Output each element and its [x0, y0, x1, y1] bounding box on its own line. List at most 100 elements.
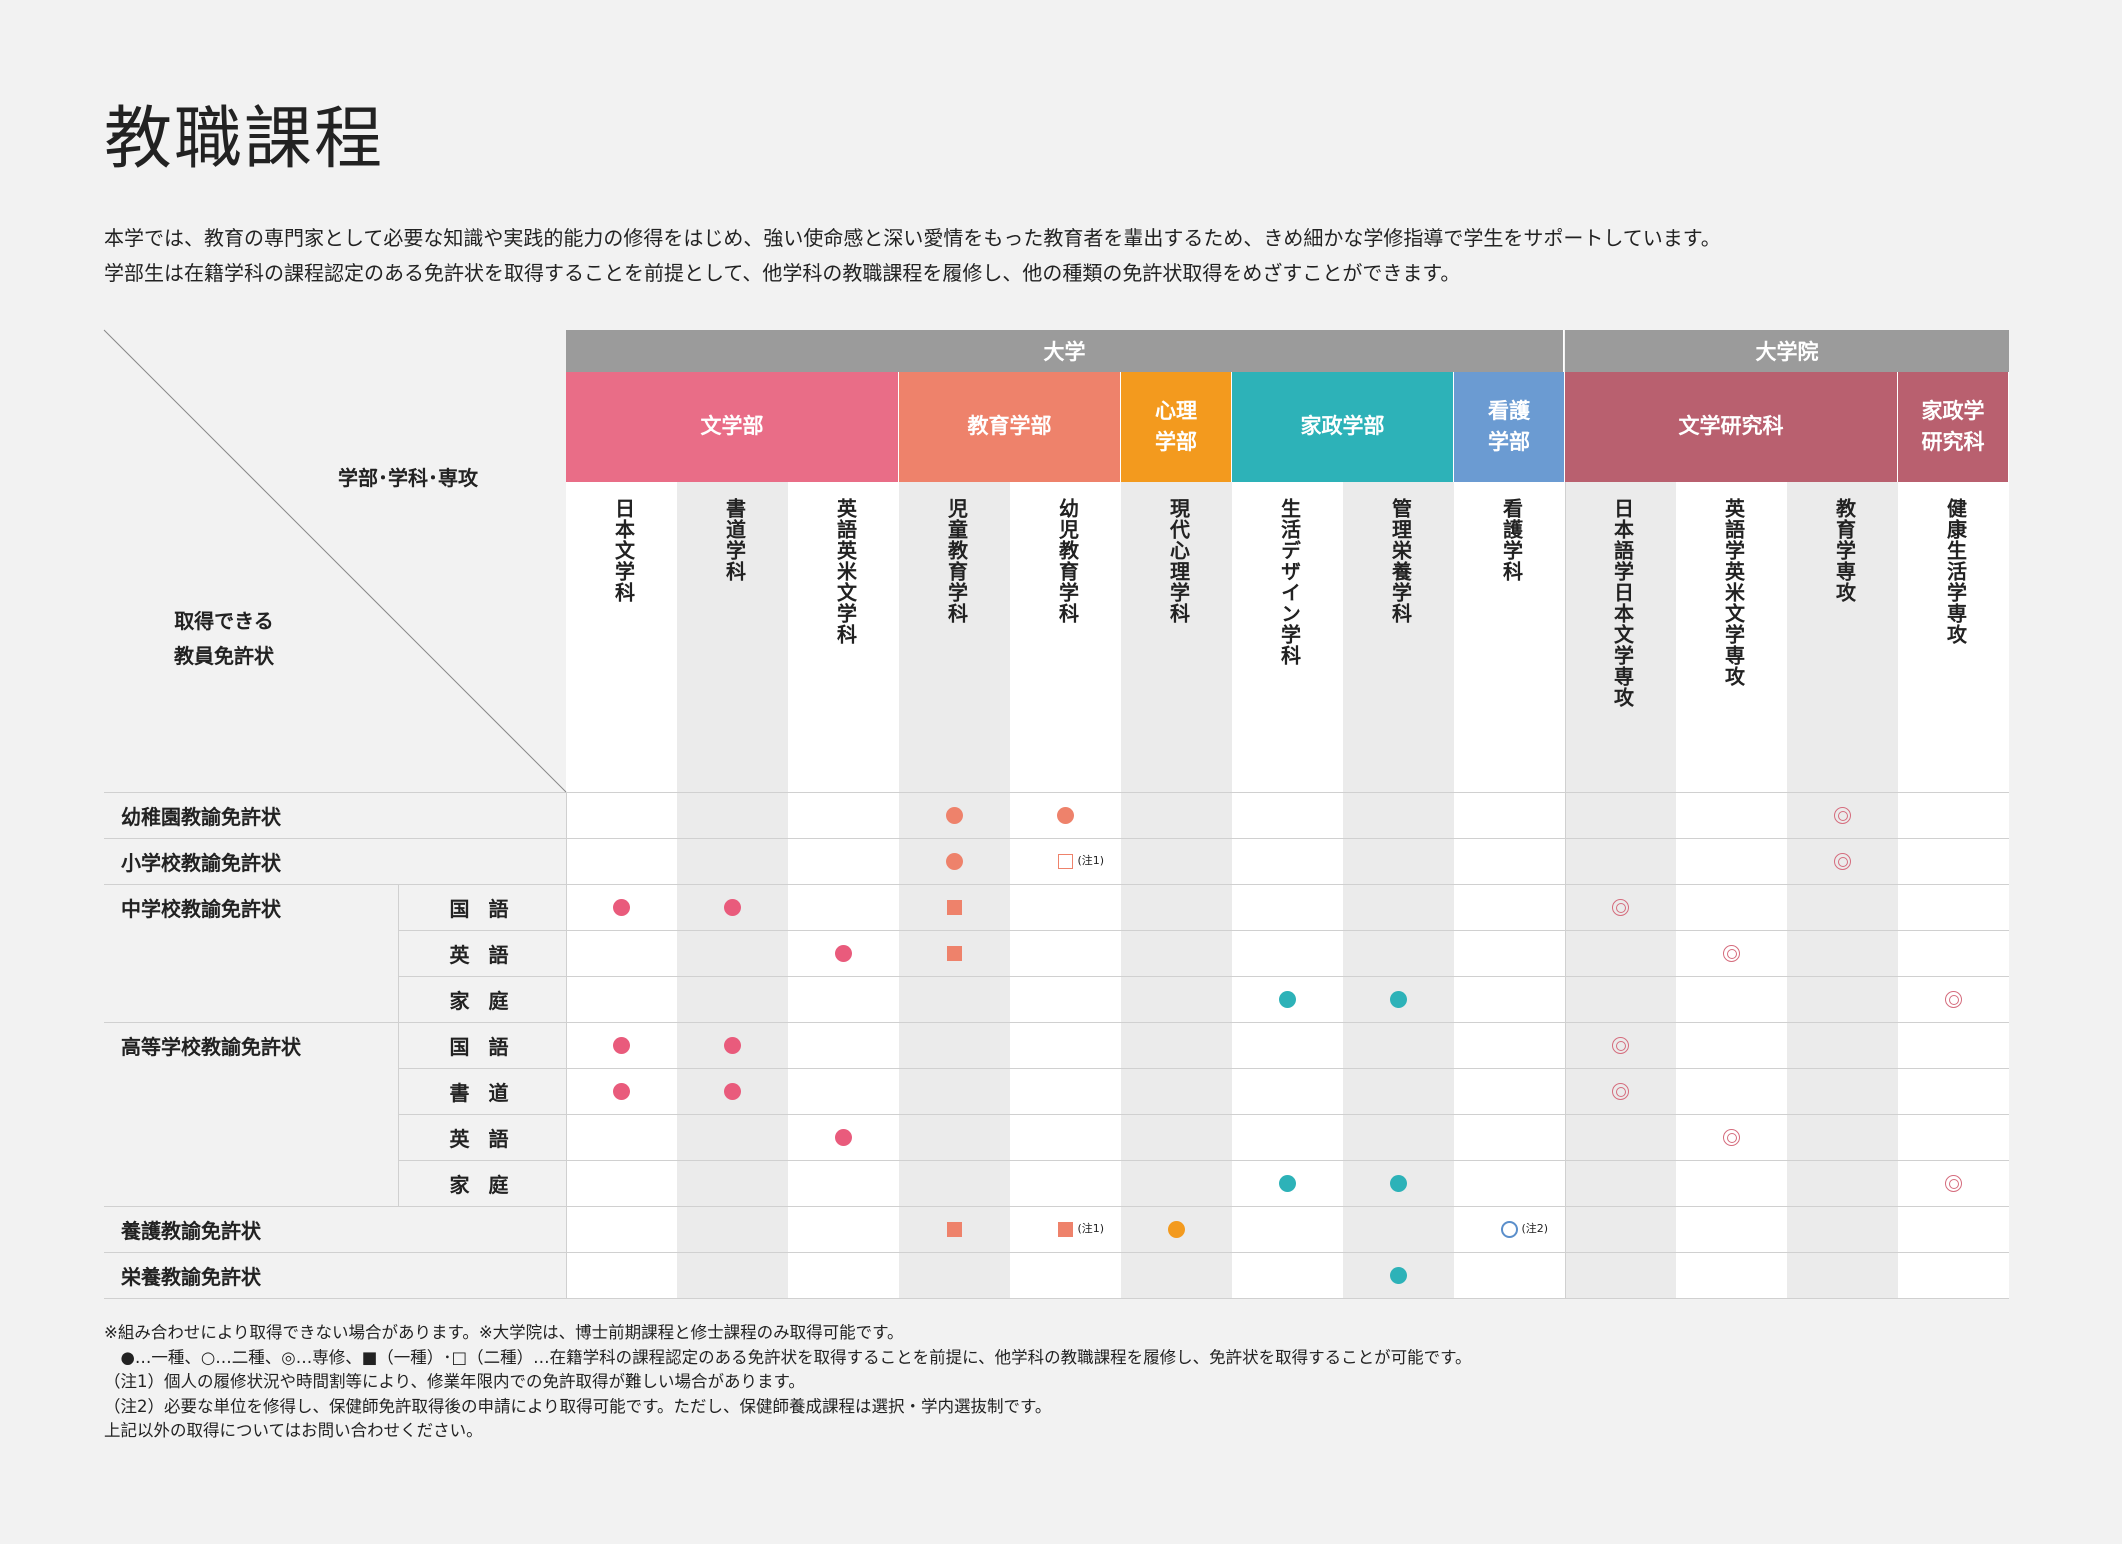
mark-type1-square — [947, 1221, 962, 1237]
license-label: 養護教諭免許状 — [121, 1218, 261, 1243]
subject-column-divider — [398, 1022, 399, 1206]
mark-type1-dot — [1279, 990, 1296, 1008]
column-bg — [1565, 482, 1676, 1298]
mark-specialist-double-circle — [1723, 944, 1740, 962]
department-label: 現代心理学科 — [1166, 498, 1191, 624]
mark-type1-dot — [724, 898, 741, 916]
column-bg — [566, 482, 677, 1298]
mark-type1-dot — [1168, 1220, 1185, 1238]
row-divider — [104, 838, 2009, 839]
corner-label-licenses: 取得できる 教員免許状 — [174, 604, 274, 674]
row-divider — [398, 1068, 2009, 1069]
double-circle-inner — [1727, 1132, 1737, 1143]
label-column-divider — [566, 792, 567, 1298]
faculty-header: 文学研究科 — [1565, 372, 1898, 482]
group-header: 大学院 — [1565, 330, 2009, 372]
column-bg — [1787, 482, 1898, 1298]
footnote-line: ●…一種、○…二種、◎…専修、■（一種）･□（二種）…在籍学科の課程認定のある免… — [104, 1347, 1472, 1367]
department-label: 幼児教育学科 — [1055, 498, 1080, 624]
mark-note: (注1) — [1077, 854, 1105, 867]
column-bg — [899, 482, 1010, 1298]
department-label: 英語学英米文学専攻 — [1721, 498, 1746, 687]
column-bg — [1676, 482, 1787, 1298]
corner-label-departments: 学部･学科･専攻 — [338, 466, 478, 490]
row-divider — [398, 976, 2009, 977]
faculty-header: 家政学部 — [1232, 372, 1454, 482]
row-divider — [398, 1160, 2009, 1161]
double-circle-inner — [1949, 994, 1959, 1005]
mark-type1-dot — [613, 1036, 630, 1054]
column-bg — [1010, 482, 1121, 1298]
subject-label: 国 語 — [449, 896, 515, 921]
mark-specialist-double-circle — [1723, 1128, 1740, 1146]
corner-label-line-2: 教員免許状 — [174, 644, 274, 668]
mark-note: (注1) — [1077, 1222, 1105, 1235]
department-label: 生活デザイン学科 — [1277, 498, 1302, 666]
faculty-header: 家政学 研究科 — [1898, 372, 2009, 482]
mark-type1-dot — [1279, 1174, 1296, 1192]
double-circle-inner — [1616, 1086, 1626, 1097]
mark-specialist-double-circle — [1612, 1082, 1629, 1100]
mark-type1-dot — [835, 944, 852, 962]
subject-column-divider — [398, 884, 399, 1022]
row-divider — [104, 884, 2009, 885]
row-divider — [104, 792, 2009, 793]
column-bg — [788, 482, 899, 1298]
footnote-line: ※組み合わせにより取得できない場合があります。※大学院は、博士前期課程と修士課程… — [104, 1323, 904, 1342]
row-divider — [398, 1114, 2009, 1115]
intro-text-2: 学部生は在籍学科の課程認定のある免許状を取得することを前提として、他学科の教職課… — [104, 261, 1461, 285]
double-circle-inner — [1838, 856, 1848, 867]
faculty-header: 心理 学部 — [1121, 372, 1232, 482]
mark-type1-square — [947, 899, 962, 915]
license-label: 高等学校教諭免許状 — [121, 1034, 301, 1059]
department-label: 書道学科 — [722, 498, 747, 582]
license-label: 小学校教諭免許状 — [121, 850, 281, 875]
mark-type1-dot — [946, 806, 963, 824]
department-label: 日本文学科 — [611, 498, 636, 603]
department-label: 看護学科 — [1499, 498, 1524, 582]
faculty-header: 教育学部 — [899, 372, 1121, 482]
mark-type1-dot — [1390, 1174, 1407, 1192]
department-label: 児童教育学科 — [944, 498, 969, 624]
column-bg — [1454, 482, 1565, 1298]
faculty-header: 看護 学部 — [1454, 372, 1565, 482]
double-circle-inner — [1838, 810, 1848, 821]
row-divider — [104, 1298, 2009, 1299]
mark-type1-dot — [835, 1128, 852, 1146]
corner-label-line-1: 取得できる — [174, 609, 274, 633]
subject-label: 書 道 — [449, 1080, 515, 1105]
mark-specialist-double-circle — [1945, 990, 1962, 1008]
mark-specialist-double-circle — [1834, 806, 1851, 824]
license-label: 中学校教諭免許状 — [121, 896, 281, 921]
column-bg — [1898, 482, 2009, 1298]
mark-type1-dot — [1390, 990, 1407, 1008]
footnote-line: （注1）個人の履修状況や時間割等により、修業年限内での免許取得が難しい場合があり… — [104, 1372, 805, 1391]
mark-specialist-double-circle — [1945, 1174, 1962, 1192]
mark-type1-dot — [613, 898, 630, 916]
double-circle-inner — [1949, 1178, 1959, 1189]
license-label: 栄養教諭免許状 — [121, 1264, 261, 1289]
subject-label: 家 庭 — [449, 1172, 515, 1197]
mark-type2-square — [1058, 853, 1073, 869]
row-divider — [104, 1252, 2009, 1253]
department-label: 日本語学日本文学専攻 — [1610, 498, 1635, 708]
department-label: 英語英米文学科 — [833, 498, 858, 645]
department-label: 教育学専攻 — [1832, 498, 1857, 603]
row-divider — [104, 1022, 2009, 1023]
column-bg — [1343, 482, 1454, 1298]
mark-specialist-double-circle — [1612, 898, 1629, 916]
row-divider — [104, 1206, 2009, 1207]
mark-note: (注2) — [1521, 1222, 1549, 1235]
row-divider — [398, 930, 2009, 931]
mark-type2-circle — [1501, 1220, 1518, 1238]
mark-type1-dot — [724, 1082, 741, 1100]
double-circle-inner — [1727, 948, 1737, 959]
column-bg — [1121, 482, 1232, 1298]
subject-label: 英 語 — [449, 1126, 515, 1151]
mark-specialist-double-circle — [1834, 852, 1851, 870]
footnote-line: 上記以外の取得についてはお問い合わせください。 — [104, 1421, 483, 1440]
license-label: 幼稚園教諭免許状 — [121, 804, 281, 829]
column-bg — [1232, 482, 1343, 1298]
